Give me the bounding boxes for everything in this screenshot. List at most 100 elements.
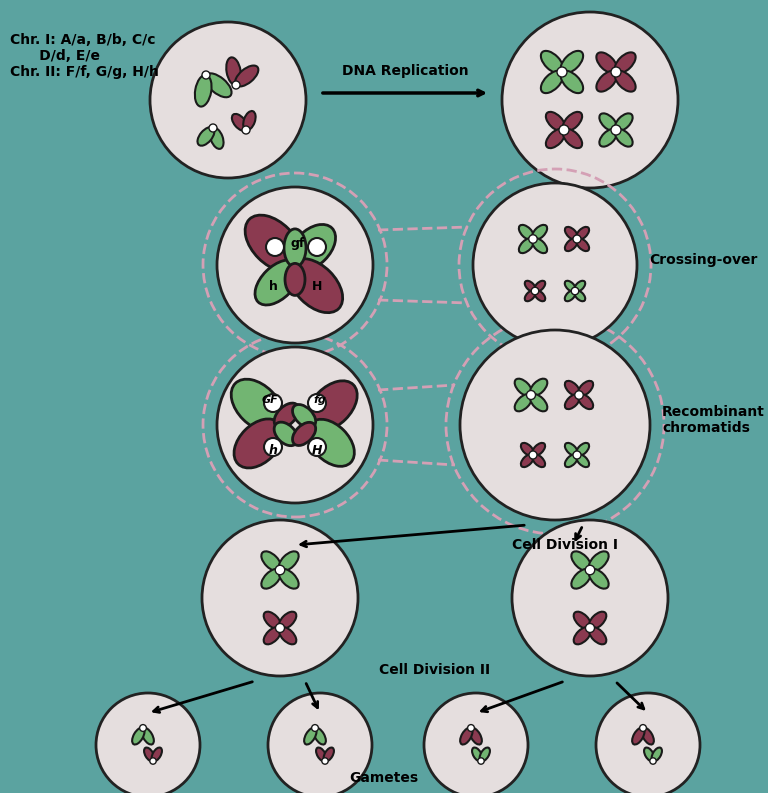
Ellipse shape xyxy=(323,748,334,761)
Ellipse shape xyxy=(525,281,536,292)
Ellipse shape xyxy=(599,129,617,147)
Circle shape xyxy=(150,22,306,178)
Circle shape xyxy=(611,67,621,77)
Circle shape xyxy=(596,693,700,793)
Ellipse shape xyxy=(532,238,547,253)
Circle shape xyxy=(557,67,567,77)
Ellipse shape xyxy=(615,113,633,131)
Ellipse shape xyxy=(313,728,326,745)
Circle shape xyxy=(473,183,637,347)
Circle shape xyxy=(531,287,538,295)
Ellipse shape xyxy=(279,627,296,645)
Text: GF: GF xyxy=(262,395,278,405)
Ellipse shape xyxy=(644,748,654,761)
Circle shape xyxy=(266,238,284,256)
Circle shape xyxy=(275,565,285,575)
Ellipse shape xyxy=(532,225,547,240)
Circle shape xyxy=(585,623,594,633)
Ellipse shape xyxy=(563,112,582,131)
Ellipse shape xyxy=(480,748,490,761)
Ellipse shape xyxy=(561,51,583,73)
Ellipse shape xyxy=(571,569,591,588)
Ellipse shape xyxy=(576,238,589,251)
Circle shape xyxy=(529,451,537,459)
Circle shape xyxy=(150,758,156,764)
Ellipse shape xyxy=(234,419,283,468)
Circle shape xyxy=(460,330,650,520)
Circle shape xyxy=(312,725,319,731)
Ellipse shape xyxy=(261,569,281,588)
Circle shape xyxy=(308,238,326,256)
Circle shape xyxy=(574,391,583,399)
Text: Crossing-over: Crossing-over xyxy=(649,253,757,267)
Ellipse shape xyxy=(195,75,211,106)
Circle shape xyxy=(264,394,282,412)
Ellipse shape xyxy=(307,419,354,466)
Ellipse shape xyxy=(243,111,256,130)
Ellipse shape xyxy=(589,569,609,588)
Circle shape xyxy=(268,693,372,793)
Circle shape xyxy=(276,623,284,633)
Ellipse shape xyxy=(589,627,606,645)
Text: h: h xyxy=(269,443,277,457)
Ellipse shape xyxy=(515,379,532,396)
Ellipse shape xyxy=(565,227,578,239)
Text: Chr. II: F/f, G/g, H/h: Chr. II: F/f, G/g, H/h xyxy=(10,65,159,79)
Ellipse shape xyxy=(530,394,548,412)
Ellipse shape xyxy=(576,454,589,467)
Ellipse shape xyxy=(574,611,591,629)
Circle shape xyxy=(322,758,328,764)
Text: fg: fg xyxy=(313,395,326,405)
Ellipse shape xyxy=(576,227,589,239)
Ellipse shape xyxy=(563,128,582,148)
Circle shape xyxy=(242,126,250,134)
Ellipse shape xyxy=(565,238,578,251)
Circle shape xyxy=(611,125,621,135)
Ellipse shape xyxy=(597,52,617,73)
Ellipse shape xyxy=(279,611,296,629)
Ellipse shape xyxy=(564,394,580,409)
Circle shape xyxy=(468,725,475,731)
Text: h: h xyxy=(269,281,277,293)
Circle shape xyxy=(202,520,358,676)
Ellipse shape xyxy=(574,281,585,292)
Ellipse shape xyxy=(535,281,545,292)
Ellipse shape xyxy=(641,728,654,745)
Ellipse shape xyxy=(535,290,545,301)
Ellipse shape xyxy=(144,748,154,761)
Ellipse shape xyxy=(571,551,591,571)
Circle shape xyxy=(640,725,647,731)
Text: H: H xyxy=(312,281,323,293)
Ellipse shape xyxy=(576,442,589,456)
Ellipse shape xyxy=(141,728,154,745)
Ellipse shape xyxy=(472,748,482,761)
Circle shape xyxy=(140,725,147,731)
Circle shape xyxy=(96,693,200,793)
Circle shape xyxy=(512,520,668,676)
Ellipse shape xyxy=(210,128,223,149)
Ellipse shape xyxy=(469,728,482,745)
Ellipse shape xyxy=(263,627,281,645)
Circle shape xyxy=(217,347,373,503)
Ellipse shape xyxy=(519,238,534,253)
Ellipse shape xyxy=(205,73,231,98)
Ellipse shape xyxy=(245,215,302,272)
Ellipse shape xyxy=(290,224,336,270)
Ellipse shape xyxy=(532,454,545,467)
Ellipse shape xyxy=(578,394,593,409)
Ellipse shape xyxy=(316,748,326,761)
Ellipse shape xyxy=(564,281,576,292)
Ellipse shape xyxy=(589,551,609,571)
Ellipse shape xyxy=(232,114,247,131)
Circle shape xyxy=(650,758,656,764)
Ellipse shape xyxy=(279,569,299,588)
Circle shape xyxy=(559,125,569,135)
Ellipse shape xyxy=(263,611,281,629)
Circle shape xyxy=(528,235,538,243)
Ellipse shape xyxy=(261,551,281,571)
Ellipse shape xyxy=(597,71,617,92)
Text: Recombinant
chromatids: Recombinant chromatids xyxy=(662,405,765,435)
Ellipse shape xyxy=(541,51,564,73)
Ellipse shape xyxy=(564,381,580,396)
Text: Cell Division I: Cell Division I xyxy=(512,538,618,552)
